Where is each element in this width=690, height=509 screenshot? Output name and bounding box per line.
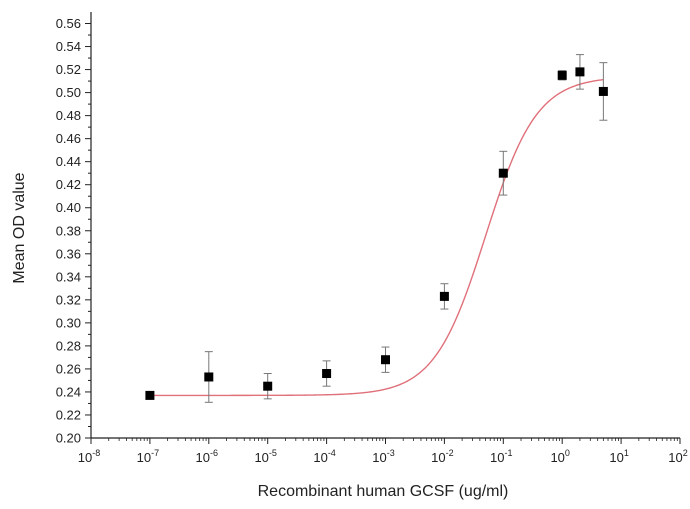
fit-curve [149,78,604,397]
x-tick-label: 10-4 [313,448,335,465]
y-tick-label: 0.42 [56,177,81,192]
data-point [498,168,508,178]
y-tick-label: 0.20 [56,431,81,446]
x-tick-label: 10-2 [431,448,453,465]
y-tick-label: 0.56 [56,16,81,31]
y-tick-label: 0.26 [56,361,81,376]
x-tick-label: 10-8 [78,448,100,465]
y-tick-label: 0.24 [56,384,81,399]
data-point [598,86,608,96]
x-tick-label: 10-3 [372,448,394,465]
data-point [204,372,214,382]
y-axis-title: Mean OD value [11,172,28,283]
y-tick-label: 0.46 [56,131,81,146]
y-tick-label: 0.32 [56,292,81,307]
y-tick-label: 0.38 [56,223,81,238]
y-tick-label: 0.50 [56,85,81,100]
y-tick-label: 0.22 [56,407,81,422]
y-tick-label: 0.34 [56,269,81,284]
y-tick-label: 0.44 [56,154,81,169]
data-point [322,369,332,379]
y-tick-label: 0.28 [56,338,81,353]
x-tick-label: 100 [550,448,569,465]
y-tick-label: 0.52 [56,62,81,77]
y-tick-label: 0.54 [56,39,81,54]
data-point [145,390,155,400]
data-point [575,67,585,77]
y-tick-label: 0.30 [56,315,81,330]
x-tick-label: 10-1 [490,448,512,465]
data-point [557,70,567,80]
x-tick-label: 10-6 [196,448,218,465]
y-tick-label: 0.36 [56,246,81,261]
y-tick-label: 0.40 [56,200,81,215]
plot-area: 0.20 0.22 0.24 0.26 0.28 0.30 0.32 0.34 0.36 0.38… [56,12,688,465]
data-point [439,291,449,301]
y-tick-label: 0.48 [56,108,81,123]
x-tick-label: 10-5 [254,448,276,465]
data-point [381,355,390,365]
x-tick-label: 10-7 [137,448,159,465]
x-axis-title: Recombinant human GCSF (ug/ml) [258,483,509,500]
x-tick-label: 101 [609,448,628,465]
data-point [263,381,273,391]
x-tick-label: 102 [668,448,687,465]
